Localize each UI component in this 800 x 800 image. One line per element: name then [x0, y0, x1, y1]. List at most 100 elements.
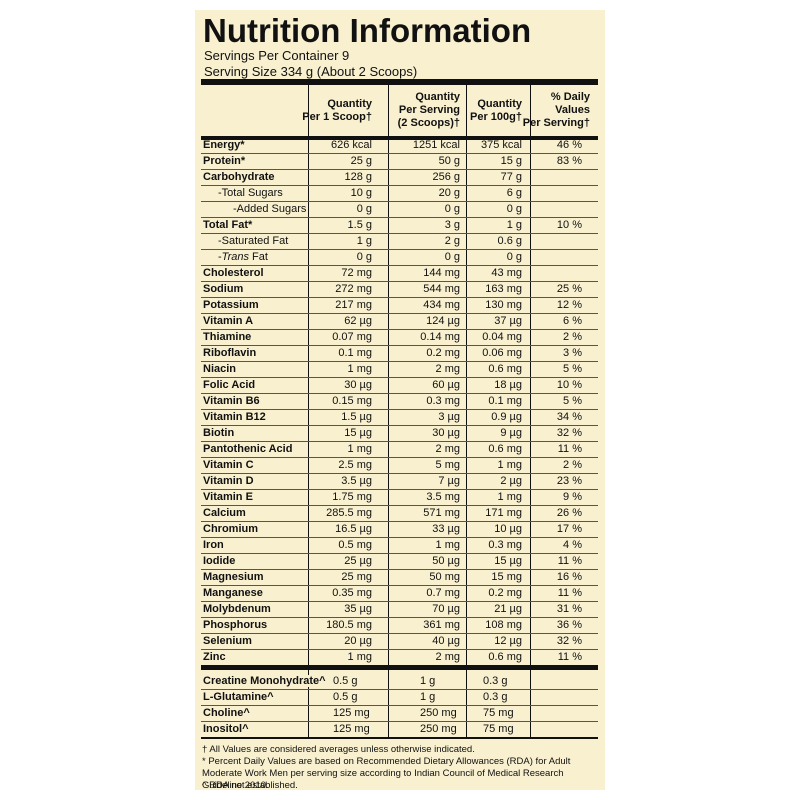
- nutrient-value: 0.2 mg: [488, 587, 522, 599]
- nutrient-value: 0.14 mg: [420, 331, 460, 343]
- nutrient-name: Sodium: [203, 283, 244, 295]
- nutrient-value: 3 %: [563, 347, 582, 359]
- rule: [201, 79, 598, 85]
- nutrient-value: 31 %: [556, 603, 582, 615]
- servings: Servings Per Container 9: [204, 48, 350, 63]
- nutrient-value: 1 g: [420, 691, 436, 703]
- nutrient-name: Carbohydrate: [203, 171, 275, 183]
- nutrient-value: 1251 kcal: [412, 139, 460, 151]
- nutrient-value: 9 %: [563, 491, 582, 503]
- nutrient-name: Zinc: [203, 651, 226, 663]
- nutrient-value: 0.04 mg: [482, 331, 522, 343]
- row-line: [201, 489, 598, 490]
- nutrient-name: Choline^: [203, 707, 253, 719]
- nutrient-value: 10 µg: [494, 523, 522, 535]
- nutrient-value: 0.3 g: [483, 675, 508, 687]
- nutrient-name: Niacin: [203, 363, 237, 375]
- nutrient-name: Thiamine: [203, 331, 252, 343]
- rule: [201, 665, 598, 670]
- nutrient-value: 0.35 mg: [332, 587, 372, 599]
- nutrient-value: 0.5 g: [333, 691, 358, 703]
- nutrient-value: 6 %: [563, 315, 582, 327]
- row-line: [201, 345, 598, 346]
- nutrient-name: Vitamin B12: [203, 411, 266, 423]
- row-line: [201, 553, 598, 554]
- nutrient-value: 0 g: [506, 203, 522, 215]
- nutrient-name: Iodide: [203, 555, 236, 567]
- nutrient-value: 2 %: [563, 331, 582, 343]
- nutrient-value: 1 mg: [435, 539, 460, 551]
- nutrient-value: 5 %: [563, 395, 582, 407]
- nutrient-value: 0.6 mg: [488, 443, 522, 455]
- nutrient-value: 0.15 mg: [332, 395, 372, 407]
- row-line: [201, 505, 598, 506]
- nutrient-value: 1 g: [506, 219, 522, 231]
- nutrient-value: 11 %: [557, 651, 582, 663]
- row-line: [201, 705, 598, 706]
- nutrient-name: Calcium: [203, 507, 246, 519]
- column-header: Per Serving†: [522, 117, 590, 129]
- row-line: [201, 153, 598, 154]
- nutrient-value: 62 µg: [344, 315, 372, 327]
- nutrient-name: Manganese: [203, 587, 263, 599]
- nutrient-name: Selenium: [203, 635, 252, 647]
- nutrient-value: 37 µg: [494, 315, 522, 327]
- row-line: [201, 393, 598, 394]
- nutrient-value: 3 µg: [438, 411, 460, 423]
- row-line: [201, 201, 598, 202]
- nutrient-value: 10 %: [556, 379, 582, 391]
- nutrient-value: 33 µg: [432, 523, 460, 535]
- row-line: [201, 169, 598, 170]
- nutrient-value: 1.75 mg: [332, 491, 372, 503]
- nutrient-value: 40 µg: [432, 635, 460, 647]
- nutrient-value: 0 g: [506, 251, 522, 263]
- column-header: Quantity: [477, 97, 522, 110]
- nutrient-value: 9 µg: [500, 427, 522, 439]
- nutrient-value: 0.3 g: [483, 691, 508, 703]
- column-header: Per 1 Scoop†: [302, 110, 372, 123]
- nutrient-value: 125 mg: [333, 707, 370, 719]
- nutrient-name: -Total Sugars: [218, 187, 283, 199]
- nutrient-value: 1.5 g: [347, 219, 372, 231]
- nutrient-value: 144 mg: [423, 267, 460, 279]
- nutrient-value: 60 µg: [432, 379, 460, 391]
- row-line: [201, 265, 598, 266]
- title: Nutrition Information: [203, 12, 532, 49]
- divider: [308, 85, 309, 737]
- nutrient-value: 12 %: [556, 299, 582, 311]
- nutrient-value: 5 mg: [435, 459, 460, 471]
- row-line: [201, 473, 598, 474]
- nutrient-name: Biotin: [203, 427, 235, 439]
- nutrient-name: Chromium: [203, 523, 258, 535]
- serving-size: Serving Size 334 g (About 2 Scoops): [204, 64, 418, 79]
- nutrient-value: 17 %: [556, 523, 582, 535]
- nutrient-value: 0.1 mg: [338, 347, 372, 359]
- nutrient-value: 1 g: [356, 235, 372, 247]
- nutrient-value: 32 %: [556, 427, 582, 439]
- nutrient-value: 0.07 mg: [332, 331, 372, 343]
- nutrient-value: 25 g: [350, 155, 372, 167]
- nutrient-name: Vitamin C: [203, 459, 254, 471]
- divider: [466, 85, 467, 737]
- nutrient-value: 25 %: [556, 283, 582, 295]
- nutrient-value: 5 %: [563, 363, 582, 375]
- nutrition-panel: Nutrition Information Servings Per Conta…: [195, 10, 605, 791]
- nutrient-value: 375 kcal: [481, 139, 522, 151]
- column-header: (2 Scoops)†: [397, 117, 460, 129]
- nutrient-value: 15 mg: [491, 571, 522, 583]
- nutrient-value: 0.2 mg: [426, 347, 460, 359]
- nutrient-value: 72 mg: [341, 267, 372, 279]
- nutrient-value: 34 %: [556, 411, 582, 423]
- row-line: [201, 361, 598, 362]
- row-line: [201, 585, 598, 586]
- nutrient-name: Inositol^: [203, 723, 252, 735]
- row-line: [201, 281, 598, 282]
- nutrient-name: Total Fat*: [203, 219, 253, 231]
- row-line: [201, 457, 598, 458]
- nutrient-value: 0 g: [356, 203, 372, 215]
- nutrient-value: 0.3 mg: [488, 539, 522, 551]
- nutrient-value: 217 mg: [335, 299, 372, 311]
- nutrient-value: 180.5 mg: [326, 619, 372, 631]
- nutrient-value: 15 g: [500, 155, 522, 167]
- nutrient-value: 0 g: [444, 251, 460, 263]
